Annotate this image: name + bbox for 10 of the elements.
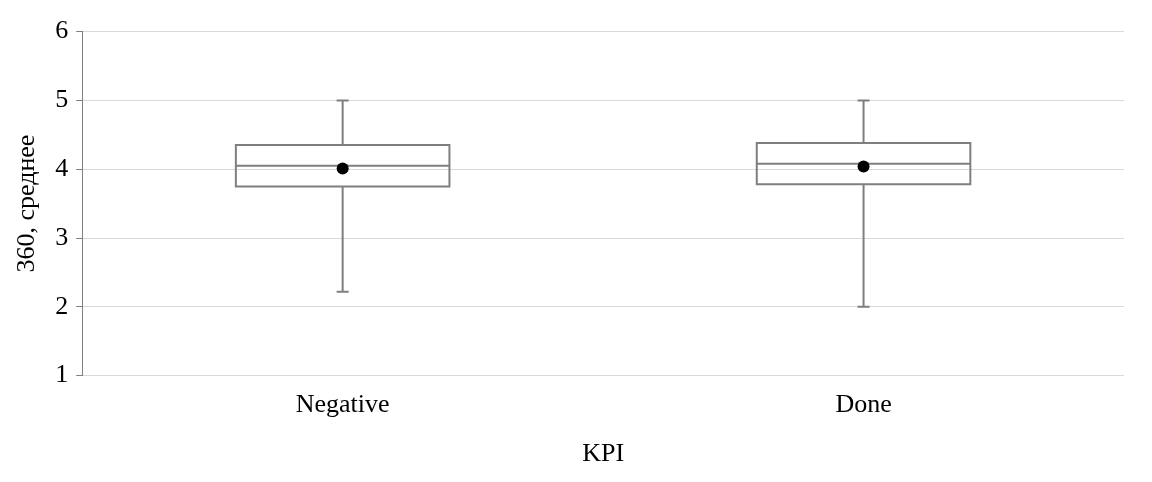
y-tick-label: 1 (55, 359, 69, 389)
y-axis-title: 360, среднее (11, 134, 41, 273)
x-tick-label: Negative (295, 389, 390, 419)
y-tick-label: 2 (55, 290, 69, 320)
x-axis-title: KPI (582, 438, 625, 468)
x-tick-label: Done (835, 389, 892, 419)
y-tick-label: 5 (55, 84, 69, 114)
y-tick-label: 6 (55, 15, 69, 45)
y-tick-label: 3 (55, 221, 69, 251)
y-tick-label: 4 (55, 153, 69, 183)
